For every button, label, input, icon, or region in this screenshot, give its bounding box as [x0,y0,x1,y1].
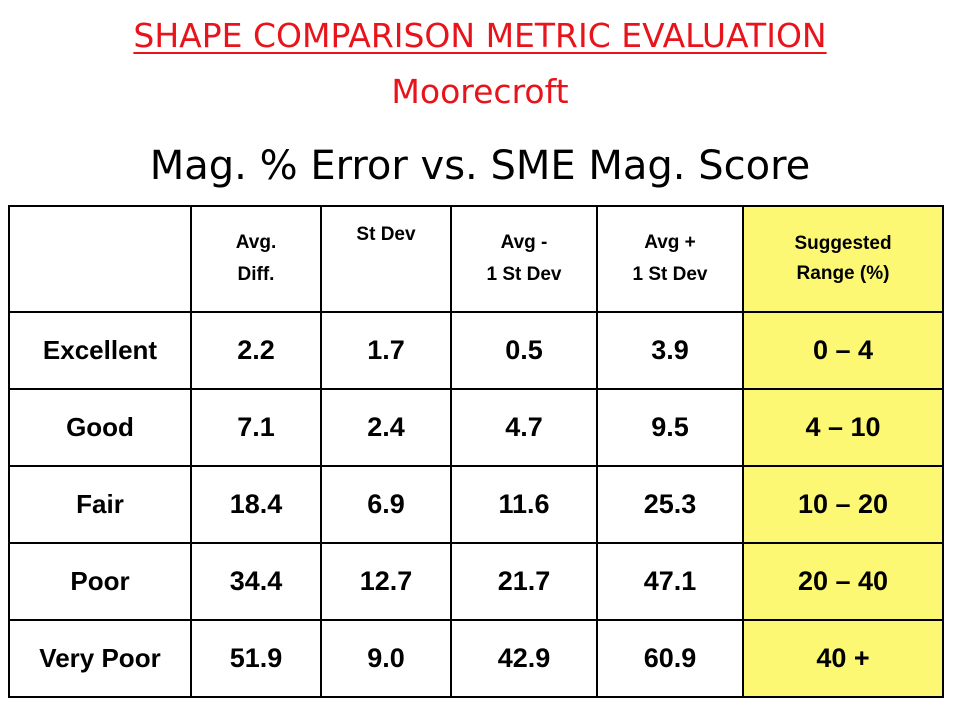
avg-diff-cell: 7.1 [190,388,322,467]
suggested-range-cell: 40 + [742,619,944,698]
avg-minus-cell: 4.7 [450,388,598,467]
table-row: Fair 18.4 6.9 11.6 25.3 10 – 20 [8,465,944,544]
st-dev-cell: 1.7 [320,311,452,390]
avg-plus-cell: 25.3 [596,465,744,544]
header-row: Avg. Diff. St Dev Avg - 1 St Dev Avg + 1… [8,205,944,313]
avg-diff-cell: 18.4 [190,465,322,544]
avg-minus-cell: 11.6 [450,465,598,544]
row-label: Excellent [8,311,192,390]
st-dev-cell: 6.9 [320,465,452,544]
row-label: Very Poor [8,619,192,698]
avg-plus-cell: 9.5 [596,388,744,467]
avg-plus-cell: 47.1 [596,542,744,621]
table-heading: Mag. % Error vs. SME Mag. Score [149,143,811,189]
st-dev-cell: 2.4 [320,388,452,467]
avg-plus-cell: 60.9 [596,619,744,698]
row-label: Poor [8,542,192,621]
suggested-range-cell: 20 – 40 [742,542,944,621]
table-row: Very Poor 51.9 9.0 42.9 60.9 40 + [8,619,944,698]
header-st-dev: St Dev [320,205,452,313]
avg-minus-cell: 0.5 [450,311,598,390]
table-row: Good 7.1 2.4 4.7 9.5 4 – 10 [8,388,944,467]
slide-title: SHAPE COMPARISON METRIC EVALUATION [133,16,827,55]
avg-diff-cell: 2.2 [190,311,322,390]
suggested-range-cell: 4 – 10 [742,388,944,467]
avg-minus-cell: 42.9 [450,619,598,698]
avg-minus-cell: 21.7 [450,542,598,621]
header-avg-plus: Avg + 1 St Dev [596,205,744,313]
avg-diff-cell: 51.9 [190,619,322,698]
avg-diff-cell: 34.4 [190,542,322,621]
st-dev-cell: 9.0 [320,619,452,698]
slide-subtitle: Moorecroft [391,72,569,111]
header-avg-diff: Avg. Diff. [190,205,322,313]
header-corner [8,205,192,313]
header-suggested-range: Suggested Range (%) [742,205,944,313]
table-row: Poor 34.4 12.7 21.7 47.1 20 – 40 [8,542,944,621]
suggested-range-cell: 0 – 4 [742,311,944,390]
table-row: Excellent 2.2 1.7 0.5 3.9 0 – 4 [8,311,944,390]
metric-table: Avg. Diff. St Dev Avg - 1 St Dev Avg + 1… [8,205,944,698]
row-label: Good [8,388,192,467]
suggested-range-cell: 10 – 20 [742,465,944,544]
st-dev-cell: 12.7 [320,542,452,621]
row-label: Fair [8,465,192,544]
avg-plus-cell: 3.9 [596,311,744,390]
header-avg-minus: Avg - 1 St Dev [450,205,598,313]
